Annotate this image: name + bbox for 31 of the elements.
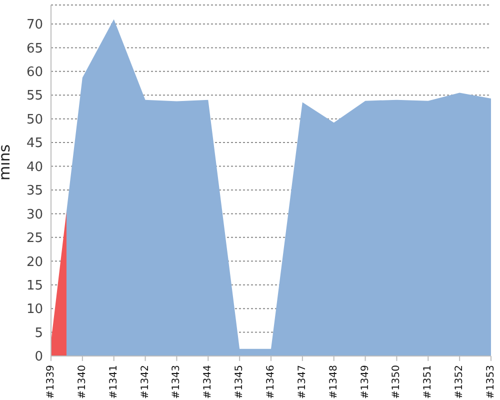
y-axis-title: mins (0, 144, 14, 180)
x-tick-label: #1353 (486, 365, 496, 399)
x-tick-label: #1347 (296, 365, 308, 399)
x-tick-label: #1341 (108, 365, 120, 399)
y-tick-label: 50 (26, 112, 43, 128)
y-tick-label: 25 (26, 231, 43, 246)
y-tick-label: 35 (26, 184, 43, 199)
y-tick-label: 45 (26, 136, 43, 152)
y-tick-label: 65 (26, 41, 43, 56)
x-tick-label: #1349 (360, 365, 371, 399)
y-tick-label: 55 (26, 88, 43, 104)
y-tick-label: 20 (26, 254, 43, 270)
x-tick-label: #1339 (46, 365, 56, 399)
x-tick-label: #1346 (266, 365, 276, 399)
y-tick-label: 10 (26, 302, 43, 318)
y-tick-label: 60 (26, 65, 43, 80)
y-tick-label: 15 (26, 278, 43, 294)
x-tick-label: #1352 (454, 365, 466, 399)
y-tick-label: 5 (34, 326, 43, 341)
x-tick-label: #1350 (391, 365, 402, 399)
y-tick-label: 40 (26, 160, 43, 175)
x-tick-label: #1344 (202, 365, 214, 399)
y-tick-label: 0 (34, 350, 43, 365)
x-tick-label: #1348 (328, 365, 340, 399)
x-tick-label: #1343 (171, 365, 182, 399)
y-tick-label: 30 (26, 207, 43, 222)
x-tick-label: #1345 (234, 365, 246, 399)
x-tick-label: #1342 (140, 365, 151, 399)
x-tick-label: #1340 (76, 365, 88, 399)
y-tick-label: 70 (26, 18, 43, 33)
x-tick-label: #1351 (422, 365, 434, 399)
